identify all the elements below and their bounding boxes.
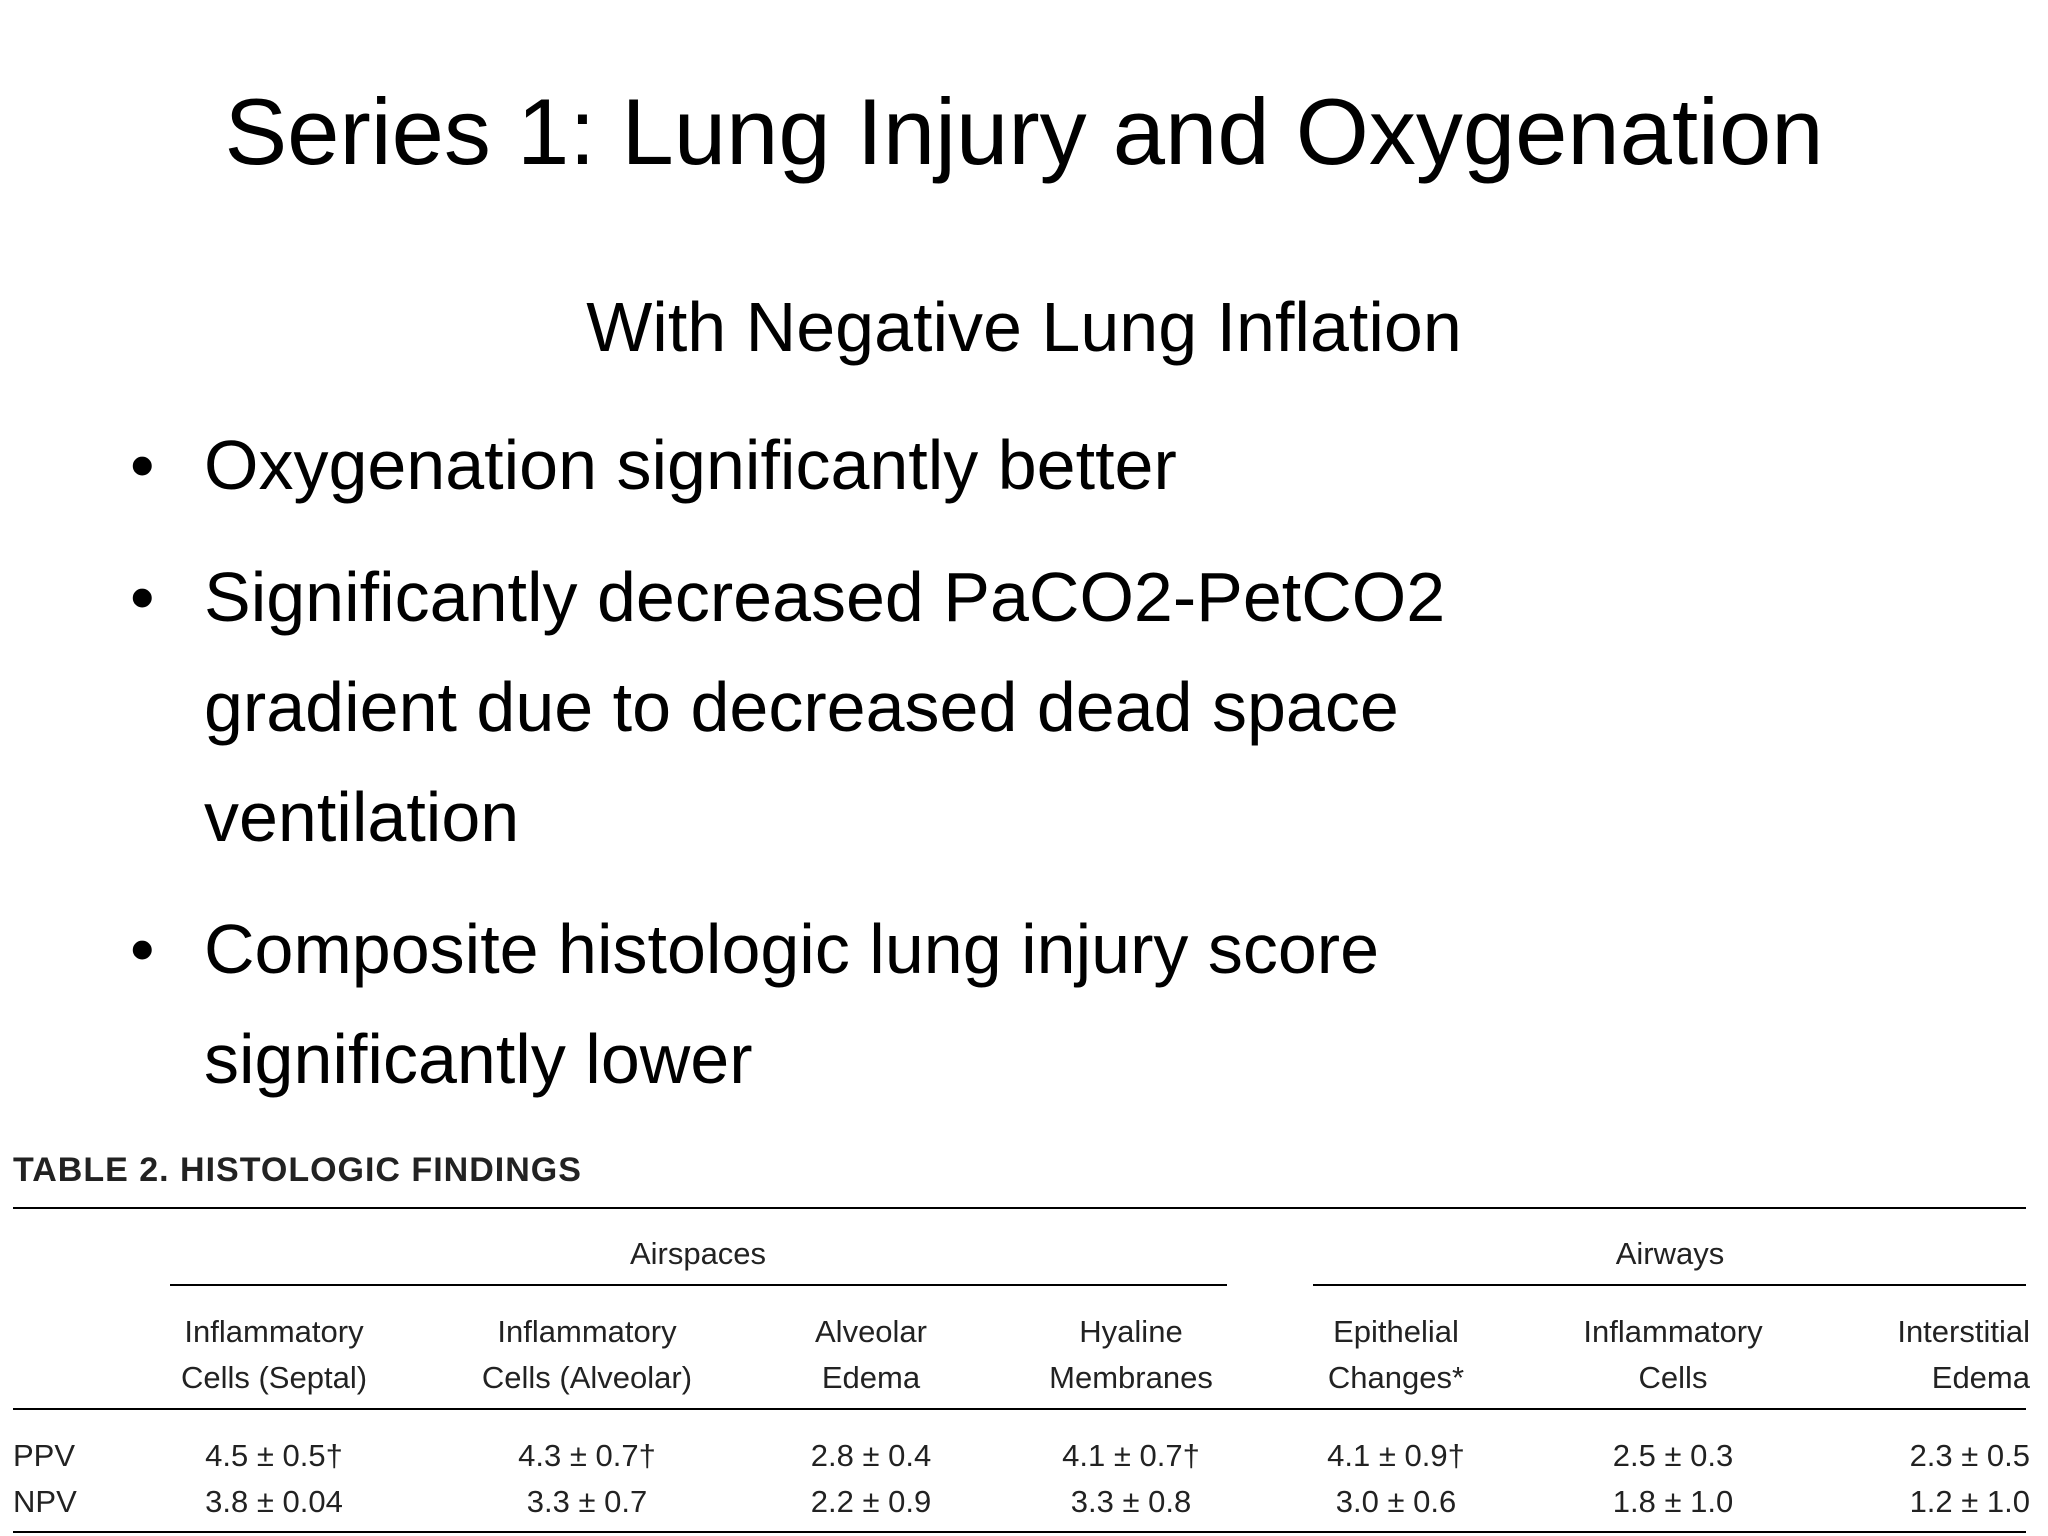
table-cell: 4.5 ± 0.5†	[205, 1438, 343, 1473]
table-rule	[13, 1531, 2026, 1533]
bullet-list: Oxygenation significantly better Signific…	[130, 410, 1690, 1136]
table-cell: 3.0 ± 0.6	[1335, 1484, 1457, 1519]
table-cell: 2.3 ± 0.5	[1909, 1438, 2030, 1473]
group-rule	[1313, 1284, 2026, 1286]
table-cell: 3.3 ± 0.8	[1070, 1484, 1192, 1519]
table-cell: 4.3 ± 0.7†	[518, 1438, 656, 1473]
table-cell: 1.2 ± 1.0	[1909, 1484, 2030, 1519]
column-header: Edema	[821, 1360, 921, 1395]
column-header: Membranes	[1049, 1360, 1213, 1395]
column-header: Inflammatory	[1583, 1314, 1763, 1349]
column-header: Inflammatory	[497, 1314, 677, 1349]
column-header: Cells (Alveolar)	[481, 1360, 693, 1395]
bullet: Oxygenation significantly better	[130, 410, 1690, 520]
column-header: Alveolar	[815, 1314, 927, 1349]
bullet: Composite histologic lung injury score s…	[130, 894, 1690, 1114]
column-header: Cells (Septal)	[180, 1360, 368, 1395]
group-header: Airways	[1615, 1236, 1725, 1271]
column-header: Cells	[1638, 1360, 1708, 1395]
table-cell: 2.2 ± 0.9	[810, 1484, 932, 1519]
row-label: PPV	[13, 1438, 76, 1473]
slide-title: Series 1: Lung Injury and Oxygenation	[224, 79, 1824, 184]
group-rule	[170, 1284, 1227, 1286]
column-header: Epithelial	[1333, 1314, 1459, 1349]
column-header: Inflammatory	[184, 1314, 364, 1349]
group-header: Airspaces	[629, 1236, 767, 1271]
table-cell: 2.8 ± 0.4	[810, 1438, 932, 1473]
column-header: Changes*	[1327, 1360, 1465, 1395]
bullet: Significantly decreased PaCO2-PetCO2 gra…	[130, 542, 1690, 872]
column-header: Hyaline	[1079, 1314, 1183, 1349]
column-header: Interstitial	[1897, 1314, 2030, 1349]
table-rule	[13, 1408, 2026, 1410]
slide-subtitle: With Negative Lung Inflation	[586, 288, 1462, 366]
table-cell: 1.8 ± 1.0	[1612, 1484, 1734, 1519]
table-cell: 4.1 ± 0.9†	[1327, 1438, 1465, 1473]
table-rule	[13, 1207, 2026, 1209]
column-header: Edema	[1931, 1360, 2030, 1395]
table-cell: 2.5 ± 0.3	[1612, 1438, 1734, 1473]
row-label: NPV	[13, 1484, 77, 1519]
table-caption: TABLE 2. HISTOLOGIC FINDINGS	[13, 1151, 582, 1189]
table-cell: 3.8 ± 0.04	[205, 1484, 343, 1519]
table-cell: 3.3 ± 0.7	[526, 1484, 648, 1519]
table-cell: 4.1 ± 0.7†	[1062, 1438, 1200, 1473]
